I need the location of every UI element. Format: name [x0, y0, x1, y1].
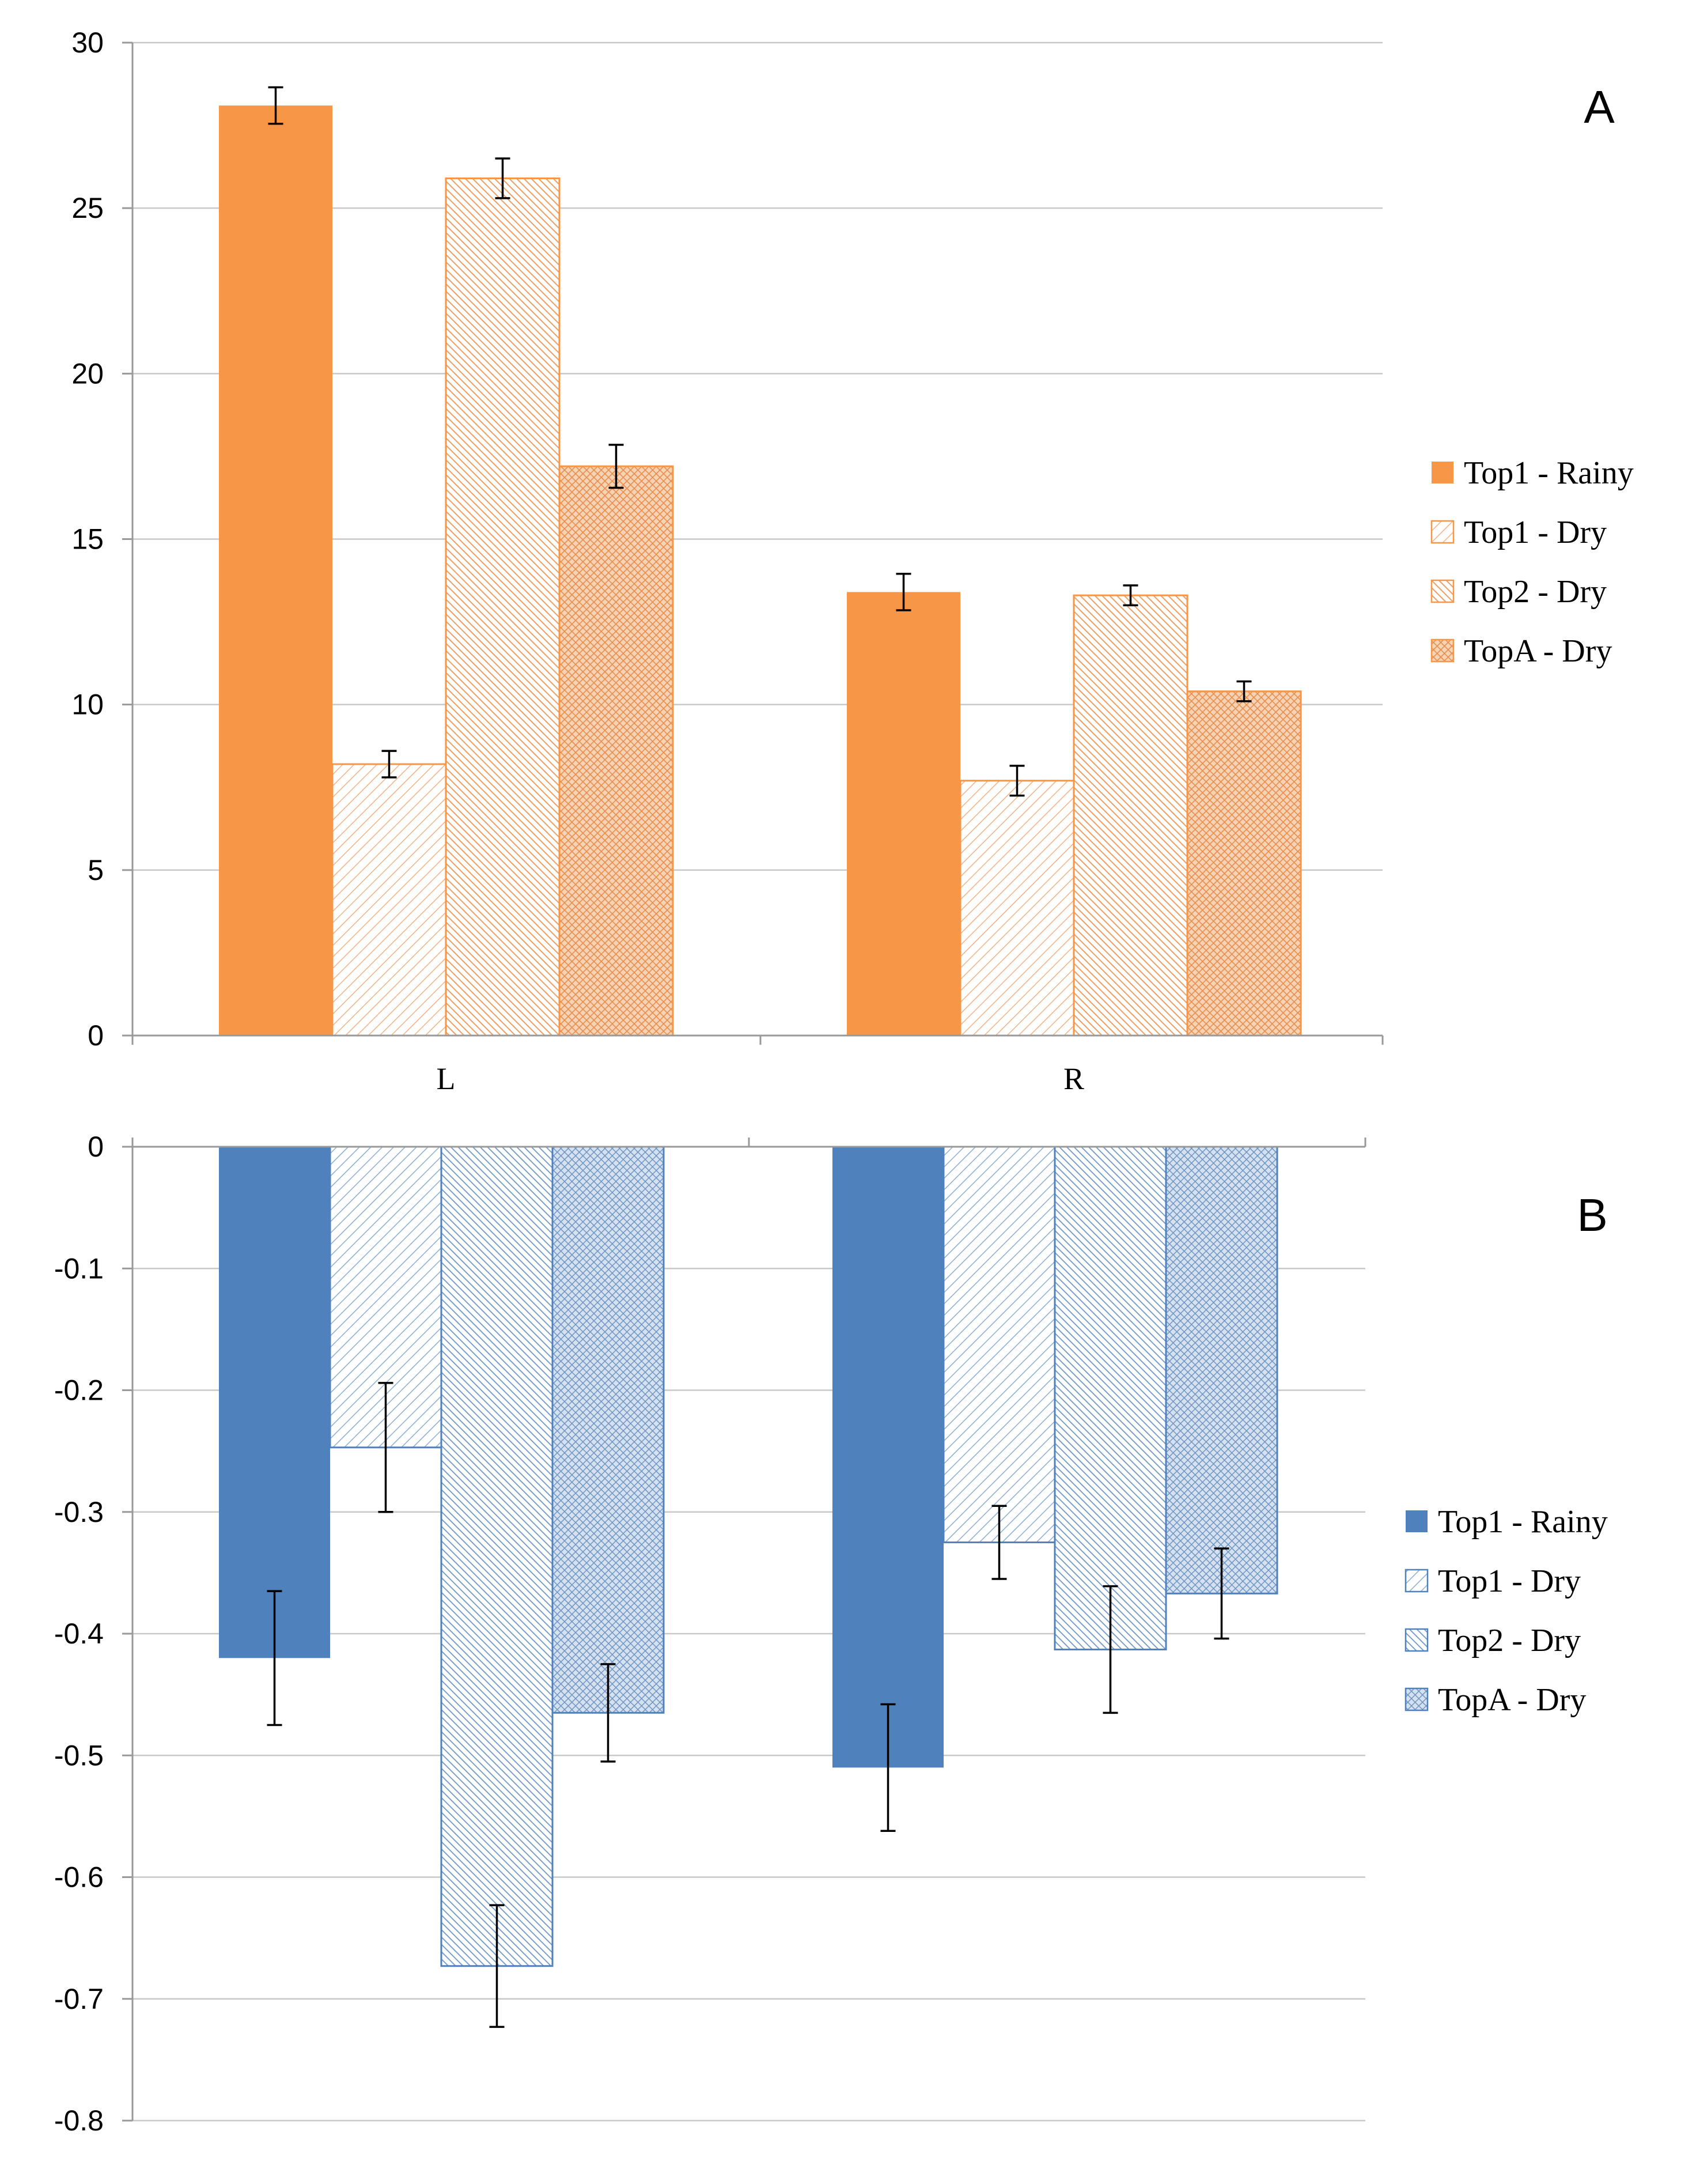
y-tick-label: -0.4	[54, 1618, 104, 1650]
legend-item: Top2 - Dry	[1404, 1623, 1581, 1658]
error-bar	[600, 1663, 616, 1763]
bar-light-diagonal	[959, 780, 1075, 1037]
bar-light-diagonal	[942, 1146, 1056, 1544]
panel-b-axes	[122, 1138, 1366, 2122]
legend-item: TopA - Dry	[1404, 1682, 1586, 1718]
legend-label: Top1 - Dry	[1464, 515, 1607, 550]
legend-label: TopA - Dry	[1464, 633, 1612, 669]
legend-item: TopA - Dry	[1430, 633, 1612, 669]
bar-crosshatch	[1165, 1146, 1278, 1594]
x-tick-label: R	[1063, 1061, 1084, 1096]
error-bar	[1123, 584, 1138, 607]
bar-dense-diagonal	[445, 177, 561, 1037]
error-bar	[896, 573, 911, 611]
panel-a-legend: Top1 - Rainy Top1 - Dry Top2 - Dry TopA - D…	[1430, 455, 1634, 669]
y-tick-label: -0.6	[54, 1861, 104, 1894]
error-bar	[1103, 1585, 1118, 1714]
legend-item: Top1 - Dry	[1430, 515, 1607, 550]
error-bar	[381, 750, 397, 779]
y-tick-label: 5	[88, 854, 104, 886]
x-tick-label: L	[437, 1061, 456, 1096]
y-tick-label: 15	[71, 523, 104, 556]
bar-solid	[219, 105, 332, 1036]
legend-swatch	[1404, 1569, 1429, 1593]
legend-item: Top1 - Dry	[1404, 1563, 1581, 1599]
panel-b-error-bars	[267, 1382, 1229, 2028]
y-tick-label: 0	[88, 1019, 104, 1052]
panel-b-bars	[219, 1146, 1278, 1967]
error-bar	[267, 1590, 282, 1726]
bar-dense-diagonal	[1073, 594, 1188, 1037]
bar-crosshatch	[1186, 690, 1302, 1037]
error-bar	[1009, 765, 1025, 797]
legend-item: Top1 - Rainy	[1432, 455, 1634, 491]
error-bar	[608, 444, 624, 489]
y-tick-label: -0.2	[54, 1374, 104, 1407]
error-bar	[991, 1505, 1007, 1580]
legend-swatch	[1404, 1687, 1429, 1711]
panel-b-label: B	[1577, 1189, 1607, 1241]
legend-label: Top2 - Dry	[1464, 574, 1607, 610]
panel-b-y-tick-labels: 0 -0.1 -0.2 -0.3 -0.4 -0.5 -0.6 -0.7 -0.8	[54, 1131, 104, 2137]
legend-swatch	[1430, 520, 1455, 544]
legend-label: Top1 - Rainy	[1464, 455, 1634, 491]
bar-solid	[832, 1147, 944, 1768]
panel-b-legend: Top1 - Rainy Top1 - Dry Top2 - Dry TopA - D…	[1404, 1504, 1608, 1718]
panel-b-chart: 0 -0.1 -0.2 -0.3 -0.4 -0.5 -0.6 -0.7 -0.8 Top1 -…	[54, 1131, 1608, 2137]
panel-a-axes	[122, 41, 1384, 1045]
y-tick-label: 10	[71, 689, 104, 721]
legend-item: Top1 - Rainy	[1406, 1504, 1608, 1540]
bar-solid	[847, 592, 960, 1036]
legend-label: Top2 - Dry	[1438, 1623, 1581, 1658]
legend-swatch	[1430, 638, 1455, 663]
y-tick-label: -0.3	[54, 1496, 104, 1528]
legend-swatch	[1430, 579, 1455, 603]
y-tick-label: 30	[71, 27, 104, 59]
legend-label: Top1 - Rainy	[1438, 1504, 1608, 1540]
panel-a-label: A	[1584, 81, 1615, 133]
error-bar	[1214, 1547, 1229, 1640]
error-bar	[378, 1382, 393, 1513]
error-bar	[268, 86, 283, 125]
y-tick-label: 25	[71, 192, 104, 224]
y-tick-label: 0	[88, 1131, 104, 1163]
y-tick-label: -0.8	[54, 2104, 104, 2137]
panel-a-y-tick-labels: 0 5 10 15 20 25 30	[71, 27, 104, 1052]
bar-crosshatch	[551, 1146, 665, 1714]
bar-crosshatch	[558, 465, 674, 1037]
legend-swatch	[1406, 1510, 1428, 1532]
error-bar	[880, 1703, 896, 1832]
legend-swatch	[1432, 462, 1453, 483]
y-tick-label: -0.5	[54, 1739, 104, 1771]
y-tick-label: -0.7	[54, 1983, 104, 2015]
error-bar	[489, 1904, 505, 2028]
legend-label: TopA - Dry	[1438, 1682, 1586, 1718]
panel-a-bars	[219, 105, 1302, 1037]
legend-label: Top1 - Dry	[1438, 1563, 1581, 1599]
legend-item: Top2 - Dry	[1430, 574, 1607, 610]
error-bar	[1236, 680, 1252, 702]
y-tick-label: -0.1	[54, 1252, 104, 1284]
y-tick-label: 20	[71, 357, 104, 390]
error-bar	[495, 157, 510, 199]
bar-dense-diagonal	[440, 1146, 554, 1967]
bar-dense-diagonal	[1054, 1146, 1167, 1650]
legend-swatch	[1404, 1628, 1429, 1652]
bar-light-diagonal	[331, 763, 447, 1037]
panel-a-error-bars	[268, 86, 1252, 797]
bar-solid	[219, 1147, 330, 1658]
